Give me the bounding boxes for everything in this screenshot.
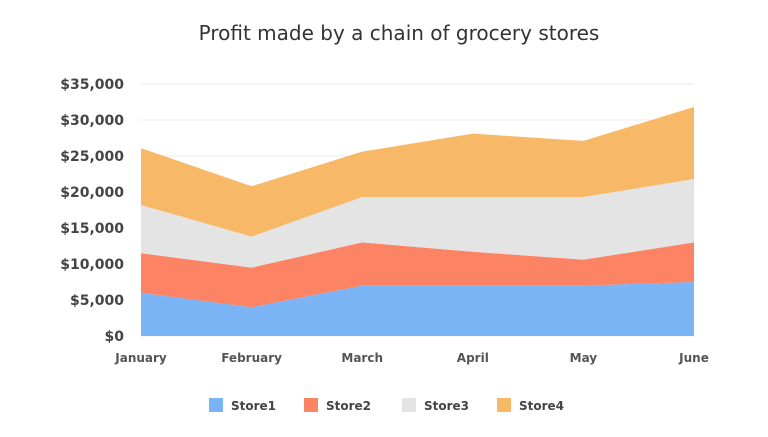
legend-label: Store4 xyxy=(519,399,564,413)
x-tick-label: January xyxy=(114,351,167,365)
legend-swatch xyxy=(304,398,318,412)
area-store3 xyxy=(141,179,694,268)
x-tick-label: April xyxy=(457,351,489,365)
legend: Store1 Store2 Store3 Store4 xyxy=(209,398,564,413)
x-tick-label: June xyxy=(678,351,709,365)
x-axis: January February March April May June xyxy=(114,351,709,365)
y-tick-label: $25,000 xyxy=(60,149,124,165)
area-store2 xyxy=(141,242,694,308)
area-store1 xyxy=(141,282,694,336)
legend-swatch xyxy=(402,398,416,412)
y-tick-label: $10,000 xyxy=(60,257,124,273)
y-tick-label: $0 xyxy=(105,329,125,345)
y-tick-label: $30,000 xyxy=(60,113,124,129)
legend-item-store4[interactable]: Store4 xyxy=(497,398,564,413)
x-tick-label: May xyxy=(570,351,598,365)
legend-item-store1[interactable]: Store1 xyxy=(209,398,276,413)
legend-item-store3[interactable]: Store3 xyxy=(402,398,469,413)
y-tick-label: $15,000 xyxy=(60,221,124,237)
y-axis: $0 $5,000 $10,000 $15,000 $20,000 $25,000 $30,… xyxy=(60,77,124,345)
y-tick-label: $35,000 xyxy=(60,77,124,93)
areas xyxy=(141,107,694,336)
legend-swatch xyxy=(209,398,223,412)
area-store4 xyxy=(141,107,694,237)
x-tick-label: February xyxy=(221,351,282,365)
legend-label: Store1 xyxy=(231,399,276,413)
legend-swatch xyxy=(497,398,511,412)
legend-item-store2[interactable]: Store2 xyxy=(304,398,371,413)
chart-title: Profit made by a chain of grocery stores xyxy=(199,21,600,45)
legend-label: Store3 xyxy=(424,399,469,413)
legend-label: Store2 xyxy=(326,399,371,413)
y-tick-label: $20,000 xyxy=(60,185,124,201)
x-tick-label: March xyxy=(341,351,383,365)
y-tick-label: $5,000 xyxy=(70,293,124,309)
